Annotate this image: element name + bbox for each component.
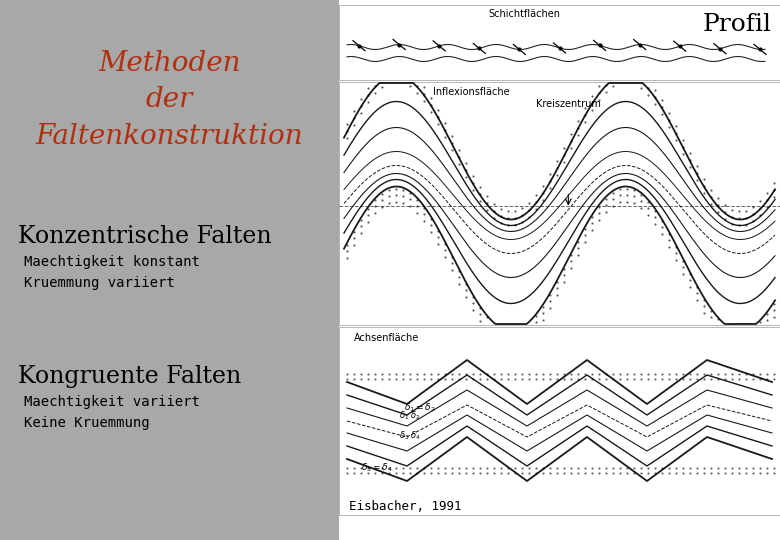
Bar [339, 5, 780, 80]
Text: $\delta_1\ \delta_2$: $\delta_1\ \delta_2$ [399, 410, 421, 422]
Text: Achsenfläche: Achsenfläche [354, 333, 420, 343]
Text: Profil: Profil [703, 13, 772, 36]
Text: Schichtflächen: Schichtflächen [488, 9, 560, 19]
Text: Eisbacher, 1991: Eisbacher, 1991 [349, 500, 462, 513]
Text: Inflexionsfläche: Inflexionsfläche [433, 87, 509, 97]
Text: Kreiszentrum: Kreiszentrum [536, 99, 601, 109]
Text: Maechtigkeit konstant
Kruemmung variiert: Maechtigkeit konstant Kruemmung variiert [24, 255, 200, 289]
Text: Konzentrische Falten: Konzentrische Falten [18, 225, 271, 248]
Bar [339, 82, 780, 325]
Text: Methoden
der
Faltenkonstruktion: Methoden der Faltenkonstruktion [36, 50, 303, 150]
Text: $\delta_3\ \delta_4$: $\delta_3\ \delta_4$ [399, 430, 421, 442]
Text: Kongruente Falten: Kongruente Falten [18, 365, 241, 388]
Bar [339, 0, 780, 540]
Text: $\delta_1=\delta_2$: $\delta_1=\delta_2$ [404, 402, 436, 415]
Text: $\delta_3=\delta_4$: $\delta_3=\delta_4$ [361, 461, 393, 474]
Text: Maechtigkeit variiert
Keine Kruemmung: Maechtigkeit variiert Keine Kruemmung [24, 395, 200, 430]
Bar [339, 327, 780, 515]
